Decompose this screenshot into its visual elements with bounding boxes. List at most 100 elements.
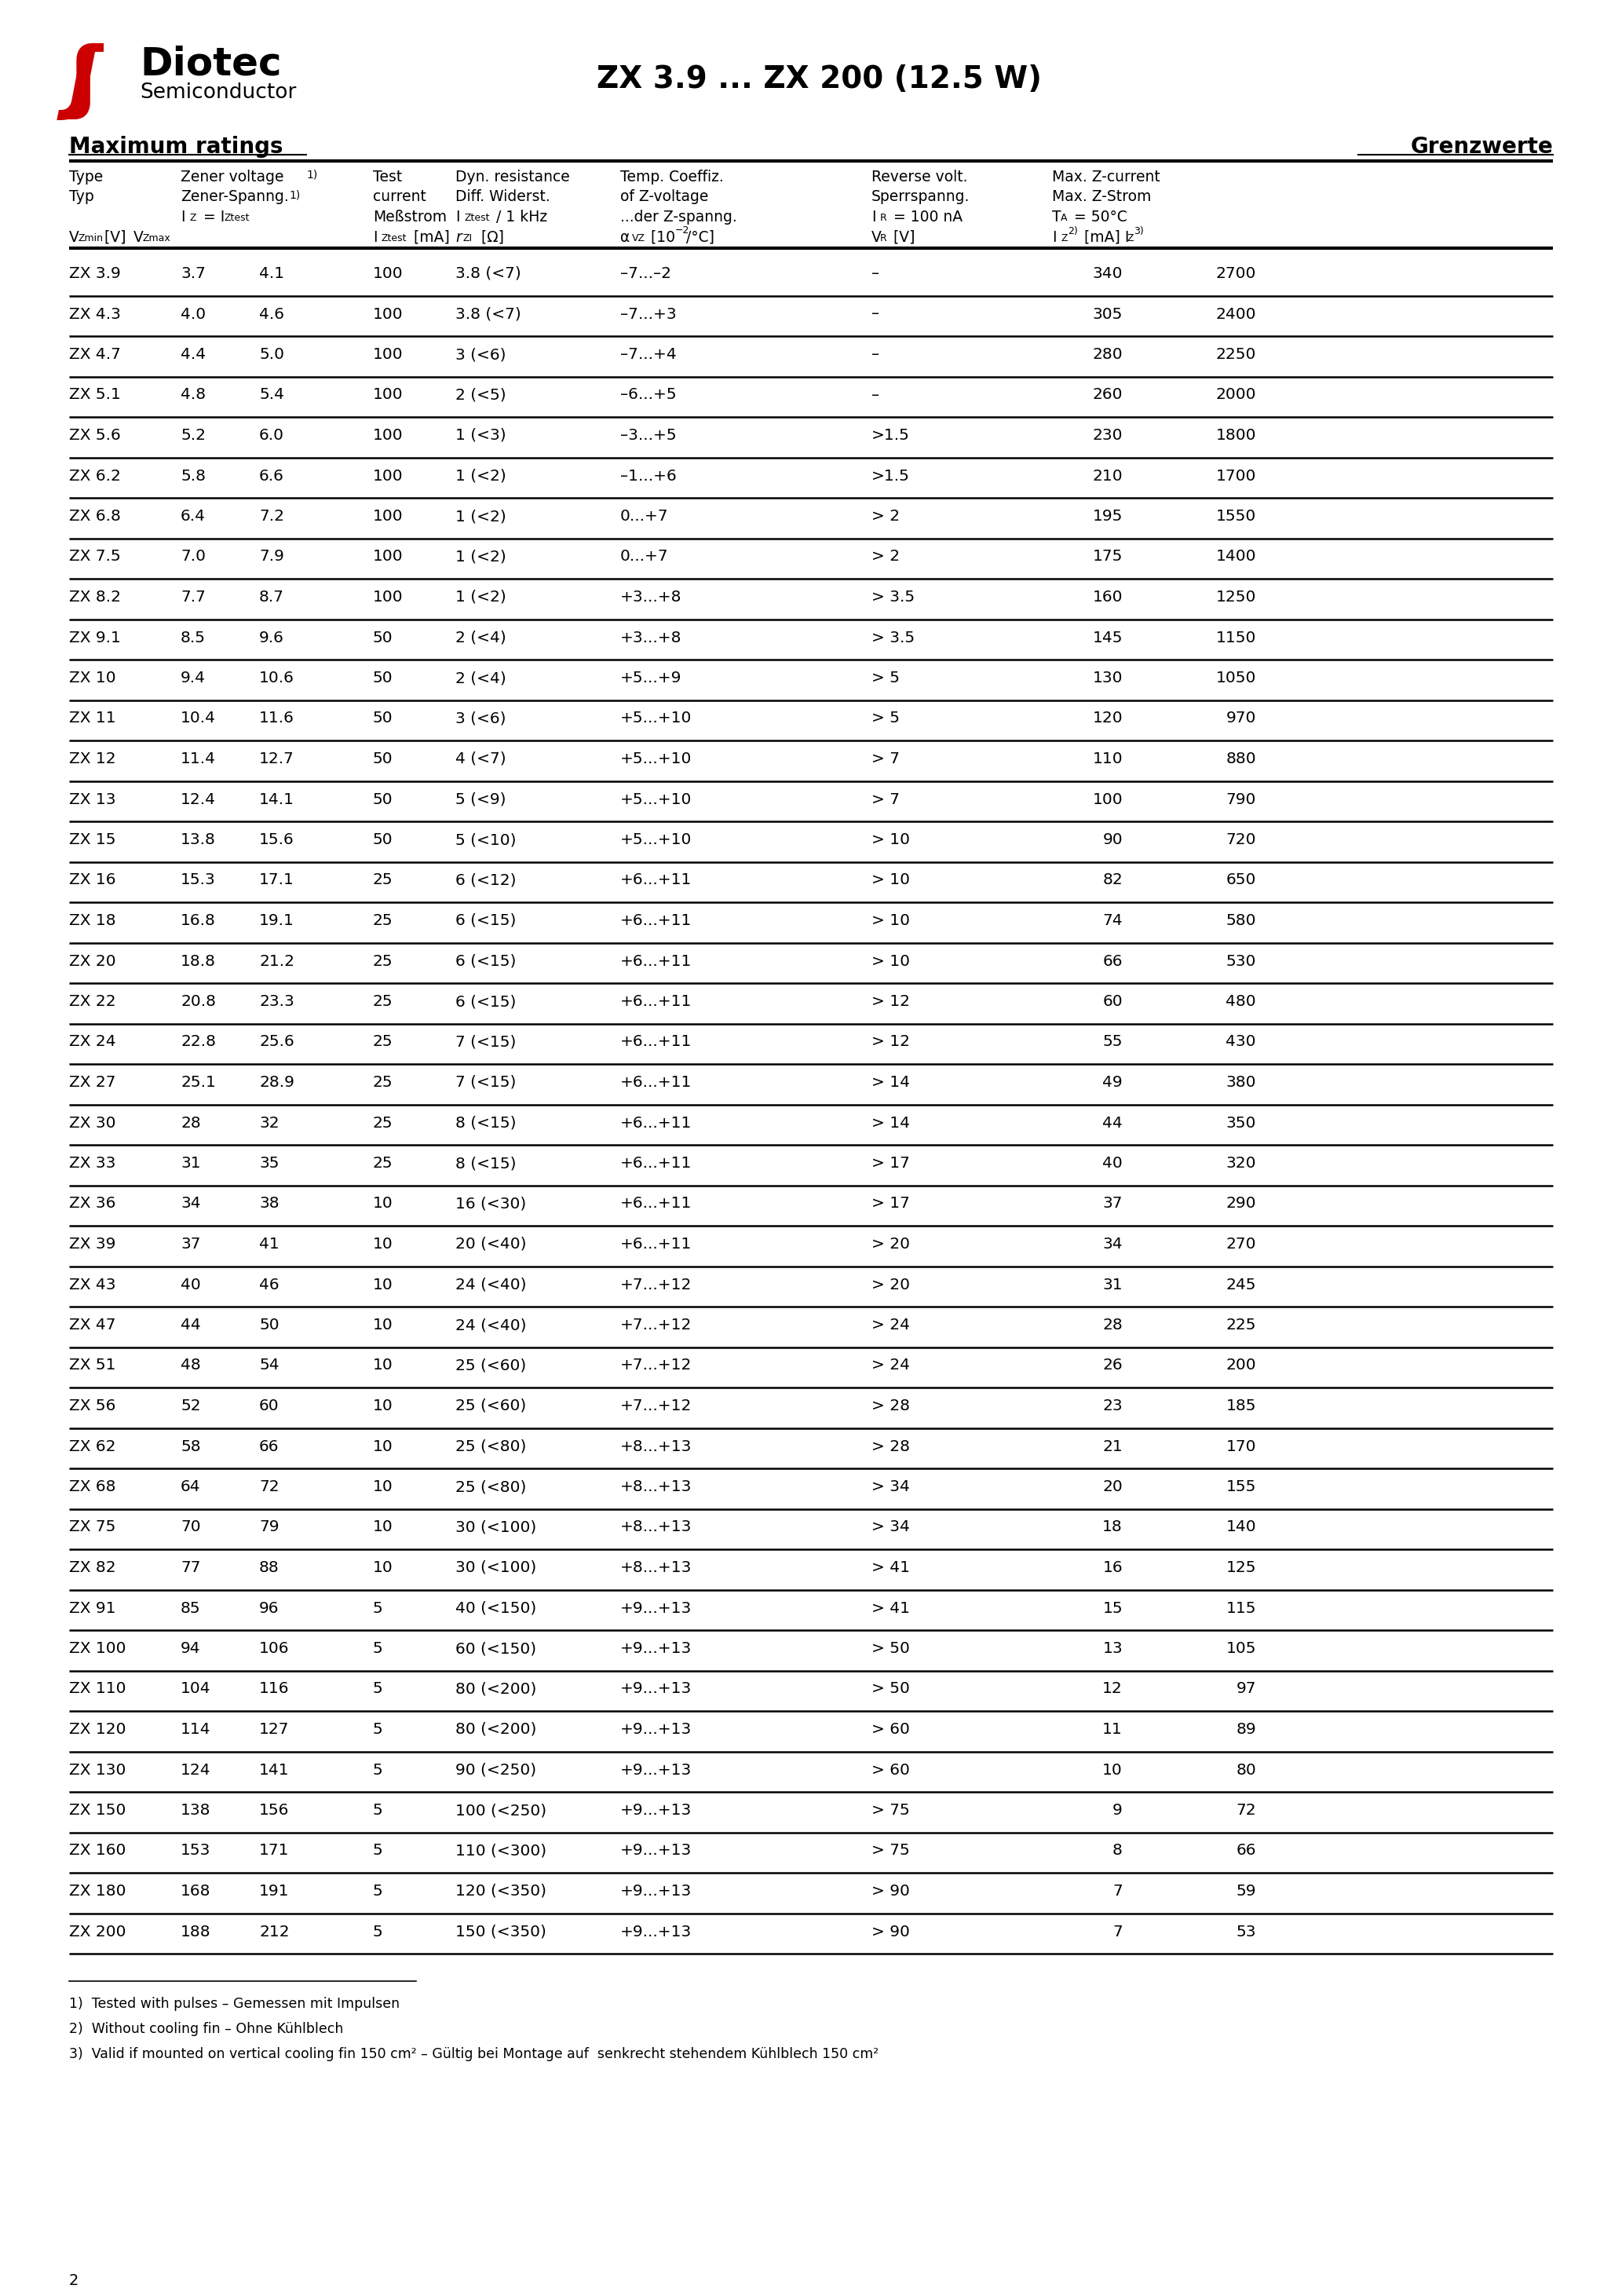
Text: 12: 12	[1103, 1681, 1122, 1697]
Text: 40: 40	[1103, 1155, 1122, 1171]
Text: >1.5: >1.5	[871, 427, 910, 443]
Text: > 28: > 28	[871, 1398, 910, 1414]
Text: of Z-voltage: of Z-voltage	[620, 188, 709, 204]
Text: [10: [10	[646, 230, 675, 246]
Text: 58: 58	[180, 1440, 201, 1453]
Text: ZX 47: ZX 47	[70, 1318, 115, 1332]
Text: ZX 13: ZX 13	[70, 792, 115, 806]
Text: > 10: > 10	[871, 953, 910, 969]
Text: [V]: [V]	[99, 230, 127, 246]
Text: > 3.5: > 3.5	[871, 590, 915, 604]
Text: ZX 16: ZX 16	[70, 872, 115, 889]
Text: 5 (<10): 5 (<10)	[456, 833, 516, 847]
Text: 6 (<15): 6 (<15)	[456, 994, 516, 1008]
Text: 100: 100	[373, 590, 404, 604]
Text: 110: 110	[1092, 751, 1122, 767]
Text: > 41: > 41	[871, 1561, 910, 1575]
Text: 225: 225	[1226, 1318, 1255, 1332]
Text: 10: 10	[373, 1357, 393, 1373]
Text: +5...+10: +5...+10	[620, 792, 693, 806]
Text: R: R	[881, 234, 887, 243]
Text: [mA]: [mA]	[409, 230, 449, 246]
Text: 168: 168	[180, 1883, 211, 1899]
Text: ZX 7.5: ZX 7.5	[70, 549, 120, 565]
Text: 15: 15	[1103, 1600, 1122, 1616]
Text: > 75: > 75	[871, 1844, 910, 1857]
Text: 100 (<250): 100 (<250)	[456, 1802, 547, 1818]
Text: Temp. Coeffiz.: Temp. Coeffiz.	[620, 170, 723, 184]
Text: 16: 16	[1103, 1561, 1122, 1575]
Text: 8.5: 8.5	[180, 629, 206, 645]
Text: > 12: > 12	[871, 994, 910, 1008]
Text: 25: 25	[373, 1035, 393, 1049]
Text: 3)  Valid if mounted on vertical cooling fin 150 cm² – Gültig bei Montage auf  s: 3) Valid if mounted on vertical cooling …	[70, 2048, 879, 2062]
Text: ZX 68: ZX 68	[70, 1479, 115, 1495]
Text: 7.0: 7.0	[180, 549, 206, 565]
Text: 320: 320	[1226, 1155, 1255, 1171]
Text: 25: 25	[373, 872, 393, 889]
Text: 7.2: 7.2	[260, 510, 284, 523]
Text: 8.7: 8.7	[260, 590, 284, 604]
Text: 2 (<4): 2 (<4)	[456, 670, 506, 687]
Text: +5...+9: +5...+9	[620, 670, 681, 687]
Text: > 60: > 60	[871, 1763, 910, 1777]
Text: Z: Z	[190, 214, 196, 223]
Text: +9...+13: +9...+13	[620, 1763, 693, 1777]
Text: 16.8: 16.8	[180, 914, 216, 928]
Text: 4.1: 4.1	[260, 266, 284, 280]
Text: 17.1: 17.1	[260, 872, 294, 889]
Text: > 41: > 41	[871, 1600, 910, 1616]
Text: 5: 5	[373, 1600, 383, 1616]
Text: Z: Z	[1061, 234, 1067, 243]
Text: > 17: > 17	[871, 1155, 910, 1171]
Text: 200: 200	[1226, 1357, 1255, 1373]
Text: > 50: > 50	[871, 1642, 910, 1655]
Text: 7: 7	[1113, 1883, 1122, 1899]
Text: 37: 37	[180, 1238, 201, 1251]
Text: +6...+11: +6...+11	[620, 1075, 693, 1091]
Text: 7: 7	[1113, 1924, 1122, 1940]
Text: Ztest: Ztest	[464, 214, 490, 223]
Text: 50: 50	[373, 792, 393, 806]
Text: ZX 39: ZX 39	[70, 1238, 115, 1251]
Text: 145: 145	[1093, 629, 1122, 645]
Text: 52: 52	[180, 1398, 201, 1414]
Text: 32: 32	[260, 1116, 279, 1130]
Text: 4 (<7): 4 (<7)	[456, 751, 506, 767]
Text: 100: 100	[373, 549, 404, 565]
Text: 790: 790	[1226, 792, 1255, 806]
Text: 1 (<2): 1 (<2)	[456, 468, 506, 482]
Text: ZX 160: ZX 160	[70, 1844, 127, 1857]
Text: 6 (<12): 6 (<12)	[456, 872, 516, 889]
Text: 155: 155	[1226, 1479, 1255, 1495]
Text: 5 (<9): 5 (<9)	[456, 792, 506, 806]
Text: 34: 34	[1103, 1238, 1122, 1251]
Text: –: –	[871, 266, 879, 280]
Text: ZI: ZI	[464, 234, 472, 243]
Text: –: –	[871, 388, 879, 402]
Text: > 24: > 24	[871, 1357, 910, 1373]
Text: 15.6: 15.6	[260, 833, 294, 847]
Text: 350: 350	[1226, 1116, 1255, 1130]
Text: Maximum ratings: Maximum ratings	[70, 135, 282, 158]
Text: 18.8: 18.8	[180, 953, 216, 969]
Text: ZX 62: ZX 62	[70, 1440, 115, 1453]
Text: 22.8: 22.8	[180, 1035, 216, 1049]
Text: R: R	[881, 214, 887, 223]
Text: > 20: > 20	[871, 1277, 910, 1293]
Text: 6.6: 6.6	[260, 468, 284, 482]
Text: +6...+11: +6...+11	[620, 1155, 693, 1171]
Text: I: I	[180, 209, 185, 225]
Text: 19.1: 19.1	[260, 914, 294, 928]
Text: 50: 50	[373, 833, 393, 847]
Text: > 90: > 90	[871, 1924, 910, 1940]
Text: 26: 26	[1103, 1357, 1122, 1373]
Text: 31: 31	[1103, 1277, 1122, 1293]
Text: > 7: > 7	[871, 751, 900, 767]
Text: = 100 nA: = 100 nA	[889, 209, 962, 225]
Text: 1 (<2): 1 (<2)	[456, 590, 506, 604]
Text: ZX 120: ZX 120	[70, 1722, 127, 1736]
Text: 1): 1)	[307, 170, 318, 181]
Text: 94: 94	[180, 1642, 201, 1655]
Text: ZX 82: ZX 82	[70, 1561, 115, 1575]
